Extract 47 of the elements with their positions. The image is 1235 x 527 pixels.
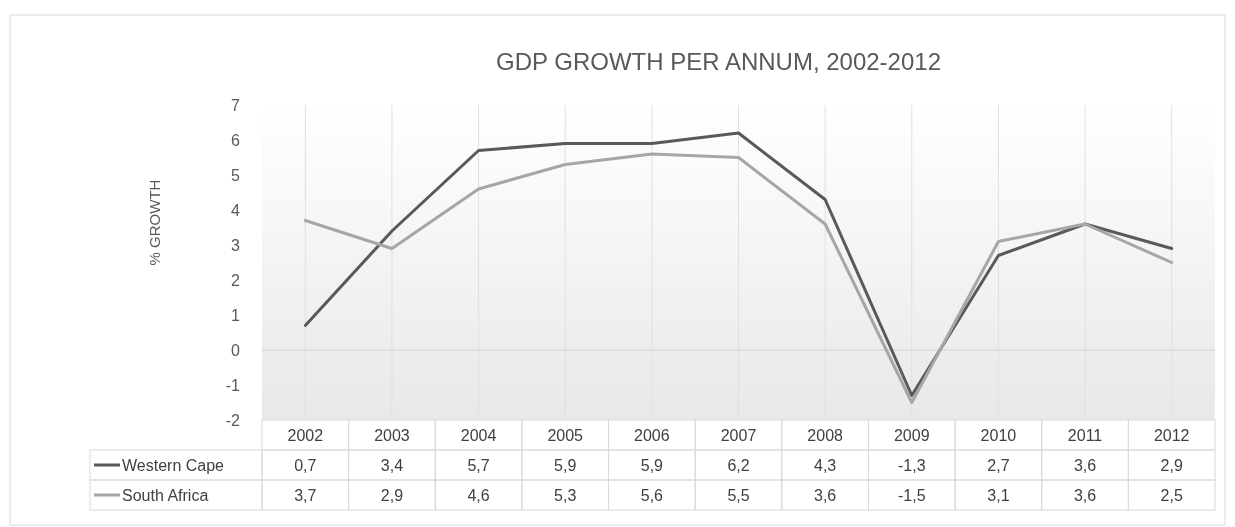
legend-label: South Africa: [122, 486, 209, 504]
data-label: 4,6: [467, 486, 490, 504]
y-tick-label: 4: [231, 201, 241, 219]
y-tick-label: 6: [231, 131, 241, 149]
data-label: 4,3: [814, 456, 837, 474]
x-tick-label: 2006: [634, 426, 670, 444]
y-tick-label: 2: [231, 271, 241, 289]
y-axis-title: % GROWTH: [146, 179, 163, 266]
data-label: 5,5: [727, 486, 750, 504]
x-tick-label: 2011: [1067, 426, 1103, 444]
data-label: 0,7: [294, 456, 317, 474]
data-label: 6,2: [727, 456, 750, 474]
y-tick-label: -1: [225, 376, 241, 394]
legend-label: Western Cape: [122, 456, 225, 474]
data-label: 5,3: [554, 486, 577, 504]
data-label: 3,4: [380, 456, 404, 474]
x-tick-label: 2004: [460, 426, 497, 444]
data-label: 2,9: [380, 486, 404, 504]
data-label: 3,7: [294, 486, 317, 504]
y-tick-label: 3: [231, 236, 241, 254]
x-tick-label: 2003: [374, 426, 410, 444]
data-label: 5,9: [640, 456, 664, 474]
chart-title: GDP GROWTH PER ANNUM, 2002-2012: [495, 48, 942, 75]
data-label: 2,7: [987, 456, 1010, 474]
y-tick-label: 1: [231, 306, 241, 324]
x-tick-label: 2010: [980, 426, 1017, 444]
data-label: 5,6: [640, 486, 664, 504]
x-tick-label: 2012: [1153, 426, 1190, 444]
y-tick-label: -2: [225, 411, 241, 429]
x-tick-label: 2009: [893, 426, 930, 444]
y-tick-label: 7: [231, 96, 241, 114]
y-tick-label: 0: [231, 341, 241, 359]
data-label: 3,1: [987, 486, 1010, 504]
data-label: 3,6: [1073, 486, 1097, 504]
y-tick-label: 5: [231, 166, 241, 184]
data-label: 5,9: [554, 456, 577, 474]
x-tick-label: 2007: [720, 426, 757, 444]
data-label: 3,6: [1073, 456, 1097, 474]
x-tick-label: 2008: [807, 426, 844, 444]
data-label: -1,5: [897, 486, 926, 504]
data-label: 3,6: [814, 486, 837, 504]
data-label: 2,9: [1160, 456, 1183, 474]
data-label: -1,3: [897, 456, 926, 474]
data-label: 5,7: [467, 456, 490, 474]
data-label: 2,5: [1160, 486, 1183, 504]
x-tick-label: 2002: [287, 426, 324, 444]
x-tick-label: 2005: [547, 426, 584, 444]
